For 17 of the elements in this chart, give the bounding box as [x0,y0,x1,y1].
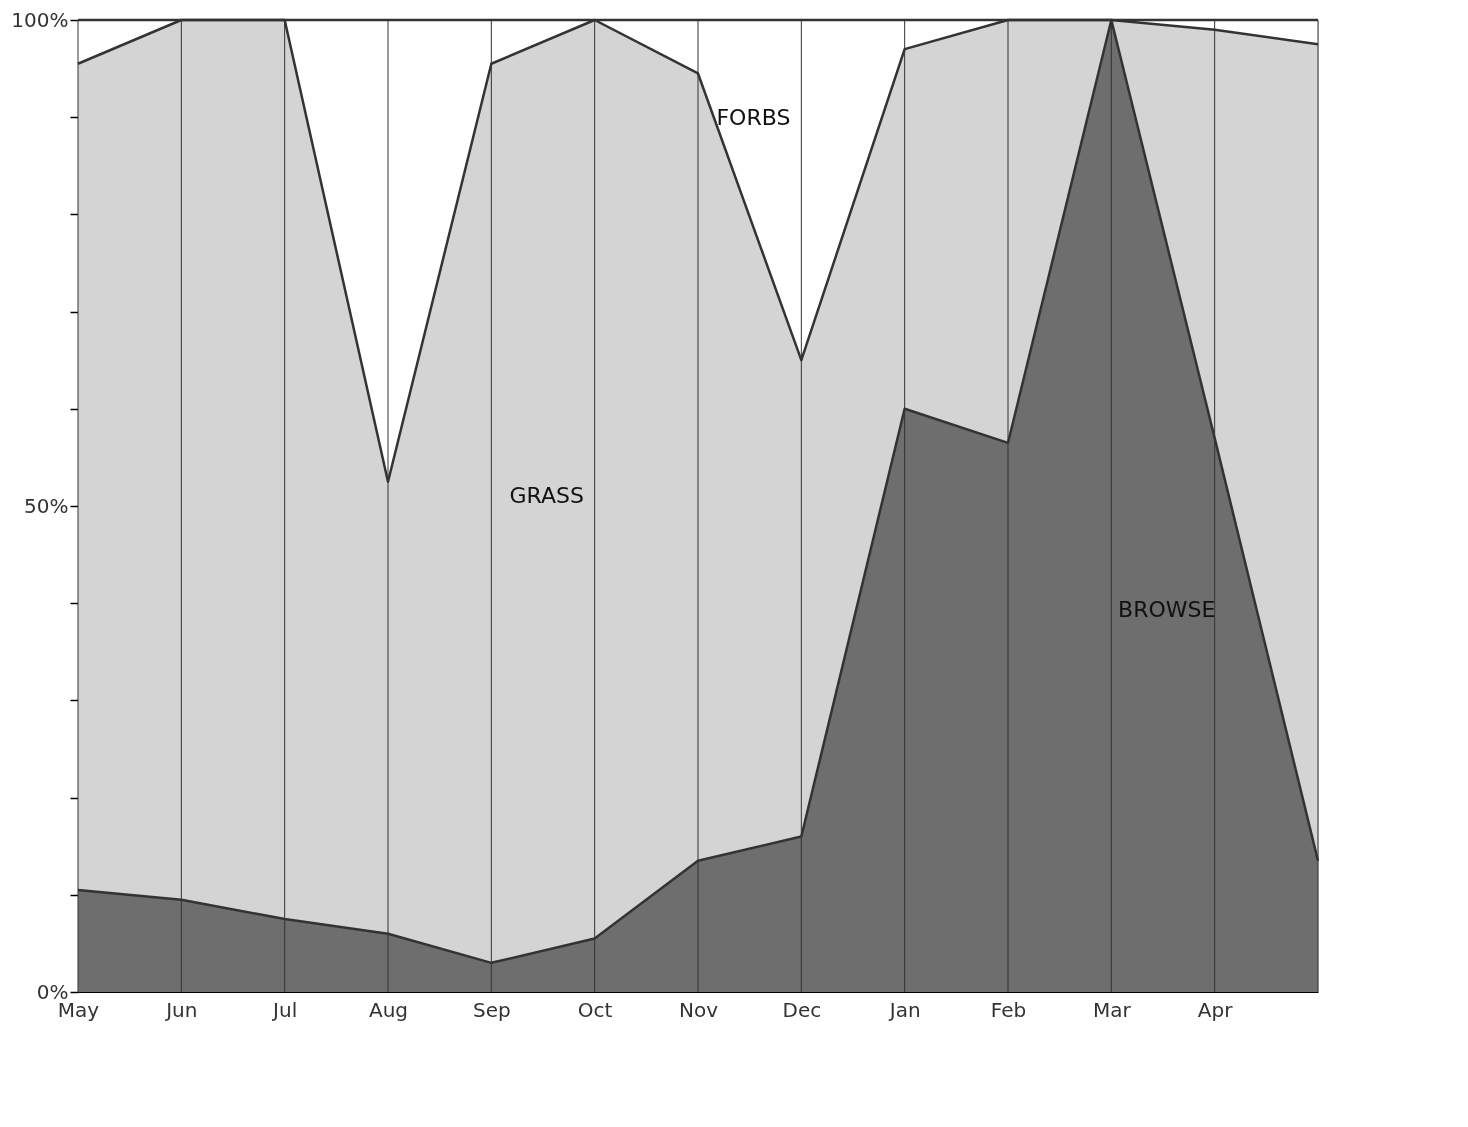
y-tick-label: 100% [11,7,69,32]
x-tick-label: Jul [271,997,298,1022]
x-tick-label: Sep [472,997,511,1022]
x-tick-label: Feb [990,997,1027,1022]
x-tick-label: Nov [678,997,719,1022]
x-tick-label: Aug [368,997,409,1022]
x-tick-label: Jun [164,997,198,1022]
series-label: GRASS [509,483,584,509]
x-tick-label: Mar [1092,997,1132,1022]
series-label: FORBS [716,105,791,131]
x-tick-label: Oct [577,997,613,1022]
y-tick-label: 50% [24,493,69,518]
series-label: BROWSE [1118,597,1216,623]
y-tick-label: 0% [36,979,69,1004]
x-tick-label: Dec [782,997,822,1022]
x-tick-label: Apr [1197,997,1234,1022]
x-tick-label: Jan [887,997,921,1022]
